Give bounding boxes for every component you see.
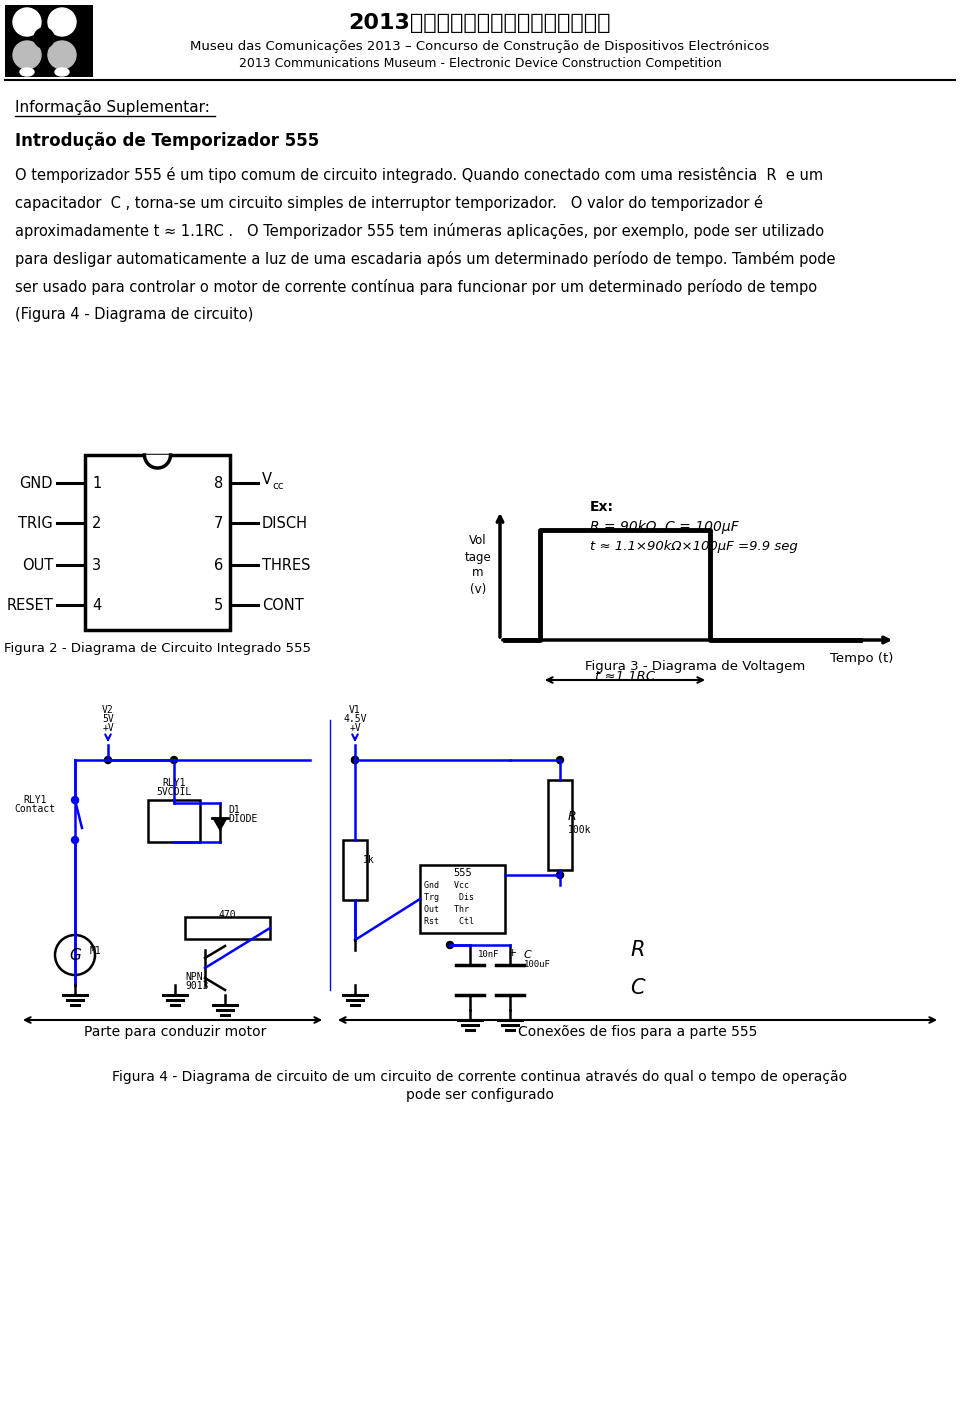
Text: Introdução de Temporizador 555: Introdução de Temporizador 555 [15, 132, 320, 150]
Text: 470: 470 [219, 911, 236, 920]
Text: t ≈1.1RC: t ≈1.1RC [595, 671, 655, 683]
Text: Parte para conduzir motor: Parte para conduzir motor [84, 1026, 266, 1040]
Text: Contact: Contact [14, 804, 56, 814]
Text: RLY1: RLY1 [23, 796, 47, 805]
Bar [5, 6, 93, 77]
Circle shape [71, 836, 79, 843]
Text: G: G [69, 947, 81, 962]
Text: Out   Thr: Out Thr [424, 905, 469, 913]
Bar [420, 866, 505, 933]
Circle shape [105, 756, 111, 763]
Text: THRES: THRES [262, 557, 310, 572]
Circle shape [13, 8, 41, 36]
Text: Figura 2 - Diagrama de Circuito Integrado 555: Figura 2 - Diagrama de Circuito Integrad… [4, 643, 311, 655]
Text: cc: cc [272, 481, 283, 491]
Circle shape [446, 941, 453, 948]
Text: V: V [262, 471, 272, 487]
Text: ser usado para controlar o motor de corrente contínua para funcionar por um dete: ser usado para controlar o motor de corr… [15, 279, 817, 295]
Text: Figura 3 - Diagrama de Voltagem: Figura 3 - Diagrama de Voltagem [585, 659, 805, 673]
Text: Conexões de fios para a parte 555: Conexões de fios para a parte 555 [517, 1026, 757, 1040]
Text: 6: 6 [214, 557, 223, 572]
Text: 100uF: 100uF [524, 960, 551, 969]
Circle shape [34, 28, 54, 48]
Text: V2: V2 [102, 704, 114, 716]
Text: GND: GND [19, 476, 53, 491]
Text: 9013: 9013 [185, 981, 208, 991]
Bar [548, 780, 572, 870]
Circle shape [171, 756, 178, 763]
Text: 4.5V: 4.5V [344, 714, 367, 724]
Circle shape [557, 871, 564, 878]
Text: 4: 4 [92, 598, 101, 613]
Text: Vol
tage
m
(v): Vol tage m (v) [465, 535, 492, 595]
Text: Rst    Ctl: Rst Ctl [424, 918, 474, 926]
Text: t ≈ 1.1×90kΩ×100μF =9.9 seg: t ≈ 1.1×90kΩ×100μF =9.9 seg [590, 540, 798, 553]
Ellipse shape [55, 67, 69, 76]
Text: 2013年度通訊博物館電子裝置製作比賽: 2013年度通訊博物館電子裝置製作比賽 [348, 13, 612, 34]
Circle shape [48, 41, 76, 69]
Text: +V: +V [102, 723, 114, 732]
Text: O temporizador 555 é um tipo comum de circuito integrado. Quando conectado com u: O temporizador 555 é um tipo comum de ci… [15, 167, 823, 182]
Text: 3: 3 [92, 557, 101, 572]
Text: V1: V1 [349, 704, 361, 716]
Text: +V: +V [349, 723, 361, 732]
Ellipse shape [20, 67, 34, 76]
Text: Tempo (t): Tempo (t) [829, 652, 893, 665]
Text: 5VCOIL: 5VCOIL [156, 787, 192, 797]
Text: C: C [524, 950, 532, 960]
Text: 555: 555 [453, 868, 472, 878]
Text: DIODE: DIODE [228, 814, 257, 824]
Text: C: C [630, 978, 644, 998]
Text: RESET: RESET [7, 598, 53, 613]
Bar [185, 918, 270, 939]
Text: 5V: 5V [102, 714, 114, 724]
Text: 1k: 1k [363, 854, 374, 866]
Text: Informação Suplementar:: Informação Suplementar: [15, 100, 210, 115]
Text: RLY1: RLY1 [162, 779, 185, 788]
Circle shape [557, 756, 564, 763]
Text: +: + [508, 948, 517, 958]
Text: 8: 8 [214, 476, 223, 491]
Text: Figura 4 - Diagrama de circuito de um circuito de corrente continua através do q: Figura 4 - Diagrama de circuito de um ci… [112, 1070, 848, 1085]
Text: pode ser configurado: pode ser configurado [406, 1087, 554, 1101]
Text: Museu das Comunicações 2013 – Concurso de Construção de Dispositivos Electrónico: Museu das Comunicações 2013 – Concurso d… [190, 41, 770, 53]
Text: TRIG: TRIG [18, 515, 53, 530]
Text: Gnd   Vcc: Gnd Vcc [424, 881, 469, 890]
Text: 2: 2 [92, 515, 102, 530]
Text: 1: 1 [92, 476, 101, 491]
Bar [85, 455, 230, 630]
Circle shape [13, 41, 41, 69]
Text: para desligar automaticamente a luz de uma escadaria após um determinado período: para desligar automaticamente a luz de u… [15, 251, 835, 267]
Polygon shape [212, 818, 228, 832]
Bar [343, 840, 367, 899]
Text: 2013 Communications Museum - Electronic Device Construction Competition: 2013 Communications Museum - Electronic … [239, 58, 721, 70]
Text: DISCH: DISCH [262, 515, 308, 530]
Circle shape [71, 797, 79, 804]
Text: R = 90kΩ, C = 100μF: R = 90kΩ, C = 100μF [590, 521, 739, 535]
Text: Ex:: Ex: [590, 499, 614, 513]
Text: 5: 5 [214, 598, 223, 613]
Text: M1: M1 [90, 946, 102, 955]
Text: 10nF: 10nF [478, 950, 499, 960]
Text: capacitador  C , torna-se um circuito simples de interruptor temporizador.   O v: capacitador C , torna-se um circuito sim… [15, 195, 763, 210]
Text: 100k: 100k [568, 825, 591, 835]
Bar [148, 800, 200, 842]
Text: D1: D1 [228, 805, 240, 815]
Circle shape [351, 756, 358, 763]
Text: (Figura 4 - Diagrama de circuito): (Figura 4 - Diagrama de circuito) [15, 307, 253, 323]
Text: aproximadamente t ≈ 1.1RC .   O Temporizador 555 tem inúmeras aplicações, por ex: aproximadamente t ≈ 1.1RC . O Temporizad… [15, 223, 824, 239]
Text: OUT: OUT [22, 557, 53, 572]
Circle shape [351, 756, 358, 763]
Text: CONT: CONT [262, 598, 303, 613]
Text: Trg    Dis: Trg Dis [424, 892, 474, 902]
Text: NPN: NPN [185, 972, 203, 982]
Text: R: R [630, 940, 644, 960]
Circle shape [55, 934, 95, 975]
Text: 7: 7 [214, 515, 223, 530]
Text: R: R [568, 810, 577, 824]
Circle shape [48, 8, 76, 36]
